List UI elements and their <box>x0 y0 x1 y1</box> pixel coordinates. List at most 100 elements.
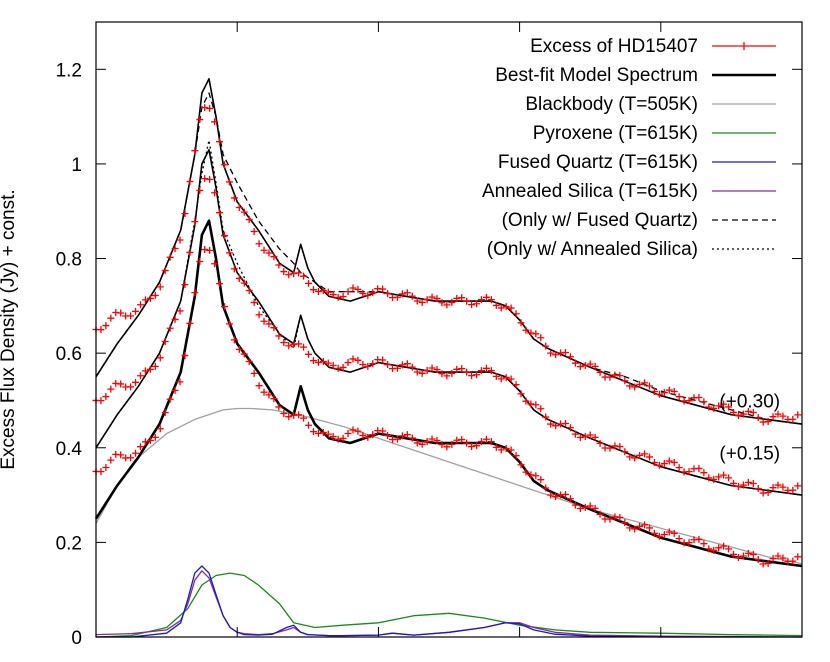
data-point <box>314 287 322 295</box>
data-point <box>561 490 569 498</box>
data-point <box>517 390 525 398</box>
y-axis-label: Excess Flux Density (Jy) + const. <box>0 189 19 469</box>
data-point <box>675 535 683 543</box>
data-point <box>458 365 466 373</box>
data-point <box>720 542 728 550</box>
data-point <box>151 291 159 299</box>
data-point <box>463 439 471 447</box>
data-point <box>339 434 347 442</box>
data-point <box>418 298 426 306</box>
data-point <box>596 439 604 447</box>
data-point <box>314 358 322 366</box>
data-point <box>369 431 377 439</box>
data-point <box>349 426 357 434</box>
data-point <box>512 310 520 318</box>
data-point <box>448 440 456 448</box>
data-point <box>132 307 140 315</box>
data-point <box>161 338 169 346</box>
data-point <box>700 540 708 548</box>
data-point <box>522 326 530 334</box>
data-point <box>285 271 293 279</box>
data-point <box>136 443 144 451</box>
data-point <box>611 371 619 379</box>
y-tick-label: 0 <box>71 628 82 649</box>
data-point <box>779 412 787 420</box>
data-point <box>487 438 495 446</box>
data-point <box>477 438 485 446</box>
data-point <box>329 291 337 299</box>
data-point <box>685 539 693 547</box>
data-point <box>102 464 110 472</box>
plot-points <box>92 104 802 568</box>
data-point <box>339 292 347 300</box>
data-point <box>285 342 293 350</box>
data-point <box>443 301 451 309</box>
data-point <box>561 349 569 357</box>
data-point <box>547 420 555 428</box>
data-point <box>700 398 708 406</box>
data-point <box>211 118 219 126</box>
data-point <box>705 545 713 553</box>
data-point <box>497 304 505 312</box>
data-point <box>685 397 693 405</box>
data-point <box>102 393 110 401</box>
data-point <box>151 362 159 370</box>
data-point <box>507 304 515 312</box>
data-point <box>616 372 624 380</box>
data-point <box>433 295 441 303</box>
data-point <box>136 372 144 380</box>
data-point <box>502 374 510 382</box>
data-point <box>225 178 233 186</box>
data-point <box>176 307 184 315</box>
y-tick-label: 1.2 <box>56 60 82 81</box>
excess-points-offset-0-3 <box>92 104 802 426</box>
data-point <box>186 319 194 327</box>
data-point <box>418 440 426 448</box>
data-point <box>448 298 456 306</box>
data-point <box>418 369 426 377</box>
data-point <box>522 397 530 405</box>
data-point <box>260 388 268 396</box>
data-point <box>166 253 174 261</box>
data-point <box>527 400 535 408</box>
data-point <box>220 232 228 240</box>
data-point <box>502 445 510 453</box>
data-point <box>547 349 555 357</box>
data-point <box>270 324 278 332</box>
data-point <box>512 381 520 389</box>
data-point <box>636 522 644 530</box>
data-point <box>631 383 639 391</box>
data-point <box>211 260 219 268</box>
data-point <box>566 495 574 503</box>
data-point <box>349 284 357 292</box>
data-point <box>275 332 283 340</box>
data-point <box>275 261 283 269</box>
data-point <box>191 218 199 226</box>
data-point <box>107 385 115 393</box>
data-point <box>720 471 728 479</box>
data-point <box>260 246 268 254</box>
data-point <box>626 382 634 390</box>
data-point <box>255 382 263 390</box>
data-point <box>324 288 332 296</box>
data-point <box>794 411 802 419</box>
data-point <box>606 444 614 452</box>
data-point <box>675 464 683 472</box>
data-point <box>97 397 105 405</box>
series-line-blackbody-t-505k <box>95 407 803 565</box>
data-point <box>502 303 510 311</box>
data-point <box>132 378 140 386</box>
series-line-best-fit-offset-0-15 <box>95 148 803 496</box>
data-point <box>482 364 490 372</box>
data-point <box>181 210 189 218</box>
legend-label-only-w-fused-quartz: (Only w/ Fused Quartz) <box>502 210 698 231</box>
data-point <box>487 367 495 375</box>
data-point <box>581 361 589 369</box>
data-point <box>225 249 233 257</box>
data-point <box>665 457 673 465</box>
data-point <box>344 288 352 296</box>
data-point <box>492 443 500 451</box>
data-point <box>216 209 224 217</box>
data-point <box>423 367 431 375</box>
